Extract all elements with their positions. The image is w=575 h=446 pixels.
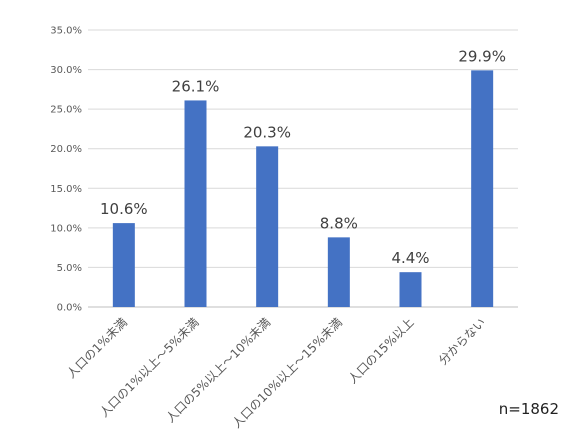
bar	[327, 237, 350, 307]
bars	[112, 70, 494, 308]
y-tick-label: 35.0%	[50, 26, 82, 37]
x-axis-categories: 人口の1%未満人口の1%以上～5%未満人口の5%以上～10%未満人口の10%以上…	[64, 315, 488, 431]
category-label: 人口の1%未満	[64, 315, 130, 381]
gridlines	[88, 29, 518, 308]
data-label: 4.4%	[391, 249, 429, 267]
bar	[471, 70, 494, 307]
y-tick-label: 25.0%	[50, 105, 82, 116]
sample-size-note: n=1862	[498, 400, 559, 418]
y-tick-label: 15.0%	[50, 184, 82, 195]
y-tick-label: 5.0%	[57, 263, 82, 274]
bar	[112, 223, 135, 307]
data-label: 10.6%	[100, 200, 148, 218]
bar	[184, 100, 207, 308]
y-axis-ticks: 0.0% 5.0% 10.0% 15.0% 20.0% 25.0% 30.0% 35.0%	[50, 26, 82, 314]
y-tick-label: 20.0%	[50, 144, 82, 155]
data-label: 8.8%	[320, 214, 358, 232]
data-label: 29.9%	[458, 47, 506, 65]
bar	[256, 146, 279, 307]
data-label: 20.3%	[243, 123, 291, 141]
bar	[399, 272, 422, 307]
y-tick-label: 0.0%	[57, 303, 82, 314]
category-label: 分からない	[436, 315, 488, 367]
y-tick-label: 10.0%	[50, 223, 82, 234]
category-label: 人口の15%以上	[345, 315, 416, 386]
data-label: 26.1%	[172, 77, 220, 95]
data-labels: 10.6% 26.1% 20.3% 8.8% 4.4% 29.9%	[100, 47, 506, 267]
y-tick-label: 30.0%	[50, 65, 82, 76]
